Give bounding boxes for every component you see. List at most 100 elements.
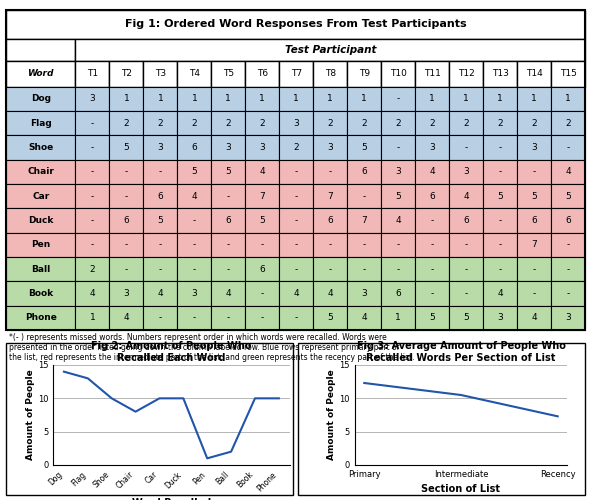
- Bar: [76, 39, 585, 61]
- Bar: [245, 136, 280, 160]
- Text: 4: 4: [124, 314, 129, 322]
- Bar: [415, 61, 449, 87]
- Text: 1: 1: [395, 314, 401, 322]
- Bar: [449, 282, 483, 306]
- Text: T12: T12: [458, 70, 475, 78]
- Bar: [6, 208, 76, 233]
- Bar: [177, 160, 212, 184]
- Text: -: -: [532, 168, 536, 176]
- Bar: [449, 111, 483, 136]
- Bar: [449, 61, 483, 87]
- Text: 5: 5: [565, 192, 571, 200]
- Text: 3: 3: [463, 168, 469, 176]
- Text: -: -: [91, 119, 94, 128]
- Bar: [144, 257, 177, 281]
- Bar: [6, 184, 76, 208]
- Text: 2: 2: [259, 119, 265, 128]
- Bar: [551, 61, 585, 87]
- Bar: [177, 136, 212, 160]
- Text: Shoe: Shoe: [28, 143, 53, 152]
- Text: Book: Book: [28, 289, 53, 298]
- Text: 3: 3: [293, 119, 299, 128]
- Text: 5: 5: [497, 192, 503, 200]
- Text: -: -: [193, 216, 196, 225]
- Bar: [280, 232, 313, 257]
- Bar: [517, 232, 551, 257]
- Bar: [144, 87, 177, 111]
- Bar: [551, 306, 585, 330]
- Bar: [6, 87, 76, 111]
- Bar: [212, 306, 245, 330]
- Bar: [551, 257, 585, 281]
- Bar: [415, 160, 449, 184]
- Bar: [177, 111, 212, 136]
- Bar: [517, 160, 551, 184]
- Text: 3: 3: [327, 143, 333, 152]
- Bar: [449, 232, 483, 257]
- Bar: [245, 282, 280, 306]
- Bar: [212, 257, 245, 281]
- Text: 3: 3: [497, 314, 503, 322]
- Bar: [381, 160, 415, 184]
- Text: -: -: [125, 264, 128, 274]
- Text: 5: 5: [463, 314, 469, 322]
- Text: -: -: [91, 216, 94, 225]
- Bar: [177, 61, 212, 87]
- Bar: [280, 61, 313, 87]
- Bar: [280, 87, 313, 111]
- Text: -: -: [465, 240, 468, 250]
- Text: 1: 1: [565, 94, 571, 104]
- Text: 6: 6: [429, 192, 435, 200]
- Bar: [348, 184, 381, 208]
- Bar: [6, 136, 76, 160]
- Text: -: -: [567, 264, 570, 274]
- Text: T3: T3: [155, 70, 166, 78]
- Text: 5: 5: [259, 216, 265, 225]
- Bar: [6, 160, 76, 184]
- Bar: [483, 282, 517, 306]
- Text: 1: 1: [293, 94, 299, 104]
- Text: Chair: Chair: [27, 168, 54, 176]
- Text: 7: 7: [361, 216, 367, 225]
- Bar: [449, 136, 483, 160]
- Text: -: -: [329, 264, 332, 274]
- Bar: [381, 208, 415, 233]
- Bar: [415, 232, 449, 257]
- Text: T5: T5: [223, 70, 234, 78]
- Text: 4: 4: [226, 289, 231, 298]
- Text: -: -: [159, 314, 162, 322]
- Text: T8: T8: [324, 70, 336, 78]
- Bar: [109, 208, 144, 233]
- Text: -: -: [532, 289, 536, 298]
- Text: -: -: [91, 240, 94, 250]
- Bar: [381, 306, 415, 330]
- Text: -: -: [261, 289, 264, 298]
- Bar: [449, 306, 483, 330]
- Text: 3: 3: [157, 143, 163, 152]
- Text: 3: 3: [565, 314, 571, 322]
- Text: 3: 3: [225, 143, 231, 152]
- Bar: [109, 160, 144, 184]
- Bar: [313, 87, 348, 111]
- Text: -: -: [499, 216, 502, 225]
- Text: 4: 4: [362, 314, 367, 322]
- Bar: [212, 184, 245, 208]
- Text: 2: 2: [90, 264, 95, 274]
- Text: -: -: [159, 264, 162, 274]
- Bar: [381, 61, 415, 87]
- Text: 5: 5: [531, 192, 537, 200]
- Bar: [6, 306, 76, 330]
- Text: 1: 1: [157, 94, 163, 104]
- Text: Test Participant: Test Participant: [284, 45, 376, 55]
- Text: 4: 4: [191, 192, 197, 200]
- Y-axis label: Amount of People: Amount of People: [327, 370, 336, 460]
- Bar: [144, 208, 177, 233]
- Bar: [483, 111, 517, 136]
- Bar: [212, 61, 245, 87]
- Text: 6: 6: [395, 289, 401, 298]
- Bar: [76, 306, 109, 330]
- Text: -: -: [261, 240, 264, 250]
- Text: 2: 2: [294, 143, 299, 152]
- Text: 7: 7: [259, 192, 265, 200]
- Text: 2: 2: [463, 119, 469, 128]
